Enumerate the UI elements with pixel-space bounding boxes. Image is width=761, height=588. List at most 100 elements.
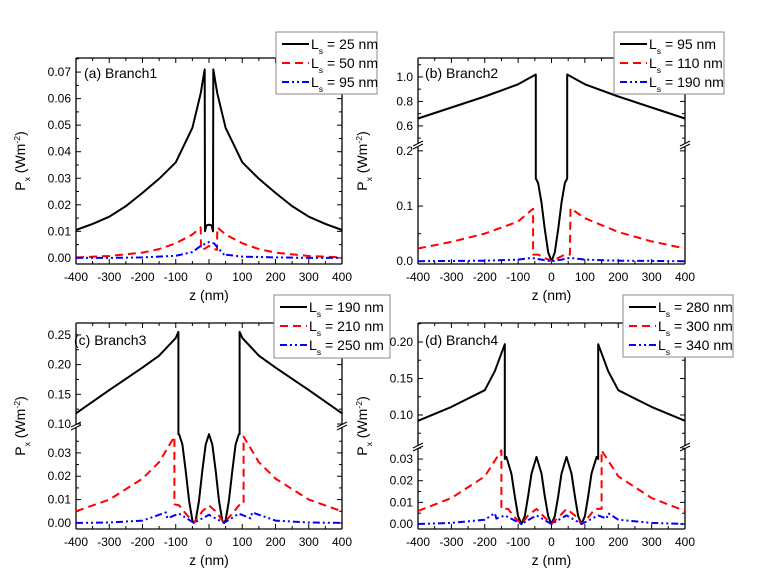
x-tick-label: 100 [232, 270, 252, 284]
y-tick-label: 0.25 [48, 328, 72, 342]
y-tick-label: 0.01 [48, 224, 72, 238]
panel-label: (d) Branch4 [425, 332, 498, 348]
x-axis-title: z (nm) [189, 287, 229, 303]
x-axis-title: z (nm) [532, 287, 572, 303]
y-tick-label: 0.10 [48, 417, 72, 431]
series-line-2 [417, 449, 686, 525]
x-tick-label: -400 [406, 535, 430, 549]
x-tick-label: -300 [97, 270, 121, 284]
series-line-2 [417, 207, 686, 263]
x-tick-label: -300 [439, 535, 463, 549]
legend-label: Ls = 25 nm [311, 36, 378, 56]
y-tick-label: 0.00 [390, 517, 414, 531]
y-tick-label: 0.05 [48, 118, 72, 132]
axis-break-mark [679, 442, 691, 449]
x-tick-label: -100 [506, 270, 530, 284]
x-tick-label: 200 [608, 535, 628, 549]
x-tick-label: 200 [265, 535, 285, 549]
x-tick-label: 200 [608, 270, 628, 284]
y-tick-label: 0.1 [396, 199, 413, 213]
x-tick-label: 400 [332, 270, 352, 284]
x-tick-label: -200 [473, 270, 497, 284]
series-line-1 [417, 73, 686, 263]
y-tick-label: 0.15 [390, 371, 414, 385]
legend-label: Ls = 95 nm [311, 74, 378, 94]
x-tick-label: -400 [406, 270, 430, 284]
x-tick-label: -200 [473, 535, 497, 549]
y-axis-title: Px (Wm-2) [12, 131, 32, 191]
x-axis-title: z (nm) [189, 552, 229, 568]
x-axis-title: z (nm) [532, 552, 572, 568]
legend-label: Ls = 300 nm [658, 318, 733, 338]
x-tick-label: -200 [130, 270, 154, 284]
series-line-3 [75, 511, 343, 524]
y-tick-label: 0.0 [396, 254, 413, 268]
x-tick-label: 200 [265, 270, 285, 284]
axis-break-mark [412, 442, 424, 449]
series-line-2 [75, 226, 343, 259]
x-tick-label: -400 [64, 535, 88, 549]
y-tick-label: 0.00 [48, 251, 72, 265]
panel-label: (a) Branch1 [84, 65, 157, 81]
legend-label: Ls = 190 nm [649, 74, 724, 94]
y-tick-label: 0.06 [48, 92, 72, 106]
x-tick-label: -100 [164, 270, 188, 284]
x-tick-label: 400 [675, 535, 695, 549]
x-tick-label: 0 [548, 270, 555, 284]
axis-break-mark [336, 424, 348, 431]
axis-break-mark [679, 143, 691, 150]
series-line-3 [76, 241, 342, 259]
x-tick-label: -100 [164, 535, 188, 549]
y-tick-label: 0.6 [396, 119, 413, 133]
x-tick-label: -300 [97, 535, 121, 549]
y-tick-label: 0.02 [390, 474, 414, 488]
series-line-3 [417, 512, 686, 525]
x-tick-label: 400 [675, 270, 695, 284]
x-tick-label: 0 [206, 270, 213, 284]
series-line-2 [75, 435, 343, 524]
x-tick-label: 100 [575, 535, 595, 549]
axis-break-mark [70, 424, 82, 431]
panel-label: (b) Branch2 [425, 65, 498, 81]
panel-label: (c) Branch3 [74, 332, 147, 348]
legend-label: Ls = 210 nm [309, 318, 384, 338]
y-tick-label: 0.03 [48, 171, 72, 185]
panel-a: -400 -300 -200 -100 0 100 200 300 400 0.00 0.01 0.0… [12, 31, 378, 303]
y-tick-label: 0.8 [396, 94, 413, 108]
axis-break-mark [679, 140, 691, 147]
panel-b: -400 -300 -200 -100 0 100 200 300 400 0.6 0.8 1.0 0.… [354, 31, 725, 303]
y-tick-label: 0.15 [48, 387, 72, 401]
y-tick-label: 0.20 [390, 335, 414, 349]
axis-break-mark [412, 143, 424, 150]
panel-d: -400 -300 -200 -100 0 100 200 300 400 0.10 0.15 0.2… [354, 294, 734, 568]
legend-label: Ls = 50 nm [311, 55, 378, 75]
x-tick-label: 100 [575, 270, 595, 284]
x-tick-label: 400 [332, 535, 352, 549]
legend-label: Ls = 190 nm [309, 299, 384, 319]
panel-c: -400 -300 -200 -100 0 100 200 300 400 0.10 0.15 0.2… [12, 294, 391, 568]
x-tick-label: -400 [64, 270, 88, 284]
legend-label: Ls = 110 nm [649, 55, 723, 75]
x-tick-label: -300 [439, 270, 463, 284]
axis-break-mark [70, 421, 82, 428]
x-tick-label: 0 [206, 535, 213, 549]
x-tick-label: 300 [299, 270, 319, 284]
legend-box [613, 31, 725, 95]
y-axis-title: Px (Wm-2) [354, 131, 374, 191]
x-tick-label: -200 [130, 535, 154, 549]
legend-label: Ls = 95 nm [649, 36, 716, 56]
y-axis-title: Px (Wm-2) [12, 396, 32, 456]
y-tick-label: 0.03 [390, 452, 414, 466]
legend-box [275, 31, 378, 95]
y-axis-title: Px (Wm-2) [354, 396, 374, 456]
x-tick-label: 100 [232, 535, 252, 549]
legend-label: Ls = 280 nm [658, 299, 733, 319]
y-tick-label: 0.10 [390, 408, 414, 422]
y-tick-label: 1.0 [396, 70, 413, 84]
y-tick-label: 0.2 [396, 144, 413, 158]
y-tick-label: 0.02 [48, 198, 72, 212]
legend-box [622, 294, 734, 358]
